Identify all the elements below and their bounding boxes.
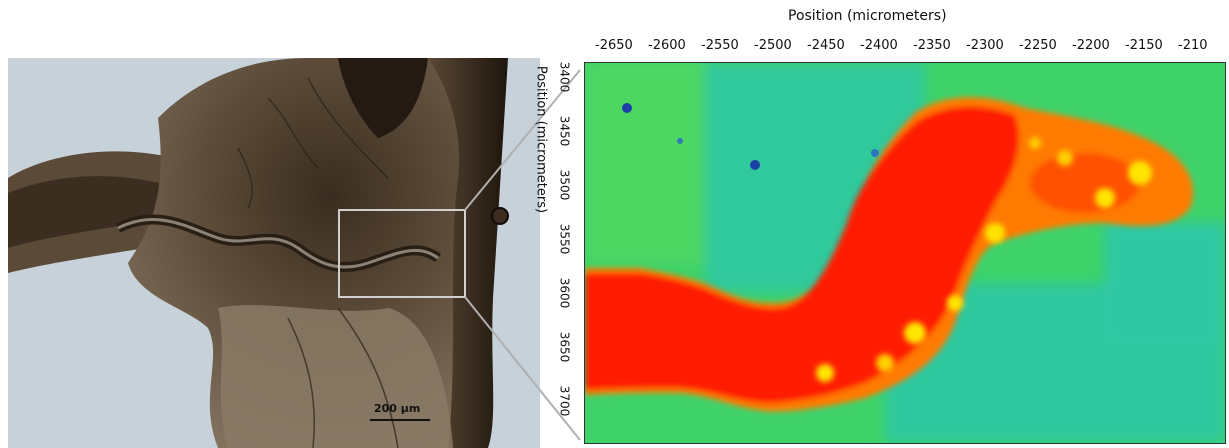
x-tick: -2650 bbox=[595, 38, 633, 53]
y-tick: 3600 bbox=[557, 277, 572, 309]
x-tick: -210 bbox=[1178, 38, 1208, 53]
x-axis-ticks: -2650 -2600 -2550 -2500 -2450 -2400 -235… bbox=[590, 38, 1229, 56]
x-tick: -2400 bbox=[860, 38, 898, 53]
y-tick: 3650 bbox=[557, 331, 572, 363]
y-tick: 3450 bbox=[557, 115, 572, 147]
microscope-image: 200 µm bbox=[8, 58, 540, 448]
x-tick: -2550 bbox=[701, 38, 739, 53]
y-tick: 3400 bbox=[557, 61, 572, 93]
y-tick: 3500 bbox=[557, 169, 572, 201]
x-tick: -2500 bbox=[754, 38, 792, 53]
y-tick: 3550 bbox=[557, 223, 572, 255]
x-tick: -2600 bbox=[648, 38, 686, 53]
x-tick: -2150 bbox=[1125, 38, 1163, 53]
y-axis-ticks: 3400 3450 3500 3550 3600 3650 3700 bbox=[555, 60, 583, 440]
y-tick: 3700 bbox=[557, 385, 572, 417]
x-tick: -2250 bbox=[1019, 38, 1057, 53]
heatmap-plot bbox=[584, 62, 1226, 444]
x-tick: -2350 bbox=[913, 38, 951, 53]
x-tick: -2450 bbox=[807, 38, 845, 53]
scale-bar-label: 200 µm bbox=[374, 402, 421, 415]
x-tick: -2300 bbox=[966, 38, 1004, 53]
heatmap-drawing bbox=[585, 63, 1225, 443]
x-axis-title: Position (micrometers) bbox=[788, 8, 947, 24]
microscope-image-drawing bbox=[8, 58, 540, 448]
y-axis-title: Position (micrometers) bbox=[533, 65, 549, 214]
x-tick: -2200 bbox=[1072, 38, 1110, 53]
